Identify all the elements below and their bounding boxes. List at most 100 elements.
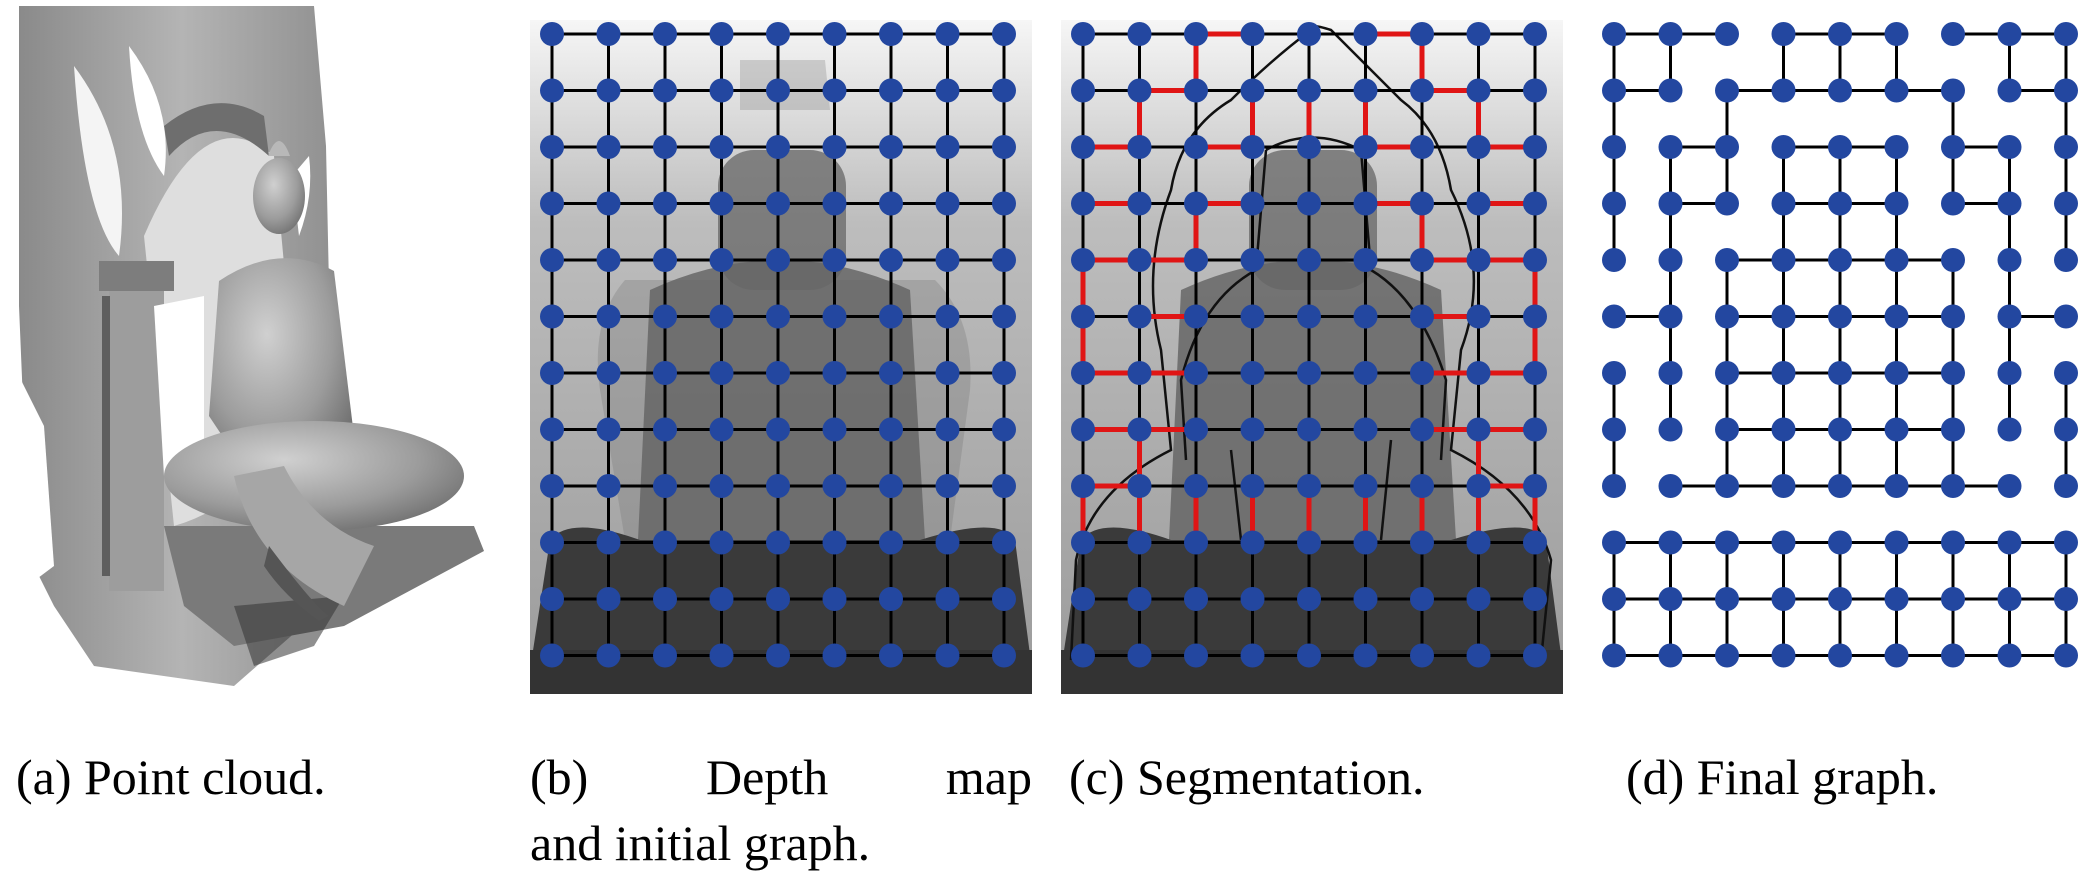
final-graph-node xyxy=(1602,78,1626,103)
initial-graph-node xyxy=(653,304,677,329)
final-graph-node xyxy=(2054,78,2078,103)
panel-depth-map xyxy=(530,20,1032,694)
segmentation-graph-node xyxy=(1353,530,1378,555)
final-graph-node xyxy=(1884,191,1909,216)
initial-graph-node xyxy=(596,643,621,668)
segmentation-graph-node xyxy=(1410,474,1434,498)
initial-graph-node xyxy=(653,474,677,498)
panel-point-cloud xyxy=(14,6,492,686)
initial-graph-node xyxy=(822,587,847,611)
segmentation-graph-node xyxy=(1127,191,1152,216)
final-graph-node xyxy=(1828,304,1852,329)
initial-graph-node xyxy=(540,474,564,498)
initial-graph-node xyxy=(822,530,847,555)
segmentation-graph-node xyxy=(1523,530,1547,555)
segmentation-graph-node xyxy=(1297,135,1321,159)
final-graph-node xyxy=(1884,474,1909,498)
initial-graph-node xyxy=(709,22,734,46)
segmentation-graph-node xyxy=(1466,248,1491,272)
segmentation-graph-node xyxy=(1353,304,1378,329)
segmentation-graph-node xyxy=(1127,587,1152,611)
initial-graph-node xyxy=(822,78,847,103)
segmentation-graph-node xyxy=(1240,135,1265,159)
final-graph-node xyxy=(1771,304,1796,329)
final-graph-node xyxy=(1941,643,1965,668)
segmentation-graph-node xyxy=(1127,248,1152,272)
segmentation-graph-node xyxy=(1466,417,1491,442)
initial-graph-node xyxy=(540,248,564,272)
segmentation-graph-node xyxy=(1184,361,1208,385)
final-graph-node xyxy=(2054,304,2078,329)
final-graph-node xyxy=(1771,417,1796,442)
final-graph-node xyxy=(2054,587,2078,611)
depth-map-graph xyxy=(530,20,1032,694)
initial-graph-node xyxy=(709,78,734,103)
final-graph-node xyxy=(1602,474,1626,498)
segmentation-graph-node xyxy=(1071,78,1095,103)
final-graph-node xyxy=(1602,361,1626,385)
final-graph-node xyxy=(1884,135,1909,159)
segmentation-graph-node xyxy=(1071,135,1095,159)
initial-graph-node xyxy=(653,191,677,216)
segmentation-graph-node xyxy=(1184,135,1208,159)
final-graph-node xyxy=(1997,587,2022,611)
initial-graph-node xyxy=(766,78,790,103)
initial-graph-node xyxy=(540,191,564,216)
final-graph-node xyxy=(1884,304,1909,329)
segmentation-graph-node xyxy=(1410,191,1434,216)
initial-graph-node xyxy=(766,191,790,216)
final-graph-node xyxy=(2054,135,2078,159)
segmentation-graph-node xyxy=(1523,135,1547,159)
final-graph-node xyxy=(1602,135,1626,159)
final-graph-node xyxy=(1715,135,1739,159)
initial-graph-node xyxy=(709,248,734,272)
initial-graph-node xyxy=(709,304,734,329)
final-graph-node xyxy=(1715,191,1739,216)
final-graph-node xyxy=(2054,361,2078,385)
initial-graph-node xyxy=(766,474,790,498)
segmentation-graph-node xyxy=(1353,643,1378,668)
initial-graph-node xyxy=(822,22,847,46)
final-graph-node xyxy=(1828,135,1852,159)
final-graph-node xyxy=(1828,643,1852,668)
final-graph-node xyxy=(1941,587,1965,611)
segmentation-graph-node xyxy=(1410,135,1434,159)
final-graph-node xyxy=(1658,22,1683,46)
segmentation-graph-node xyxy=(1353,78,1378,103)
initial-graph-node xyxy=(596,22,621,46)
initial-graph-node xyxy=(822,417,847,442)
final-graph-node xyxy=(1828,248,1852,272)
initial-graph-node xyxy=(540,304,564,329)
initial-graph-node xyxy=(709,417,734,442)
final-graph-node xyxy=(1884,587,1909,611)
initial-graph-node xyxy=(540,361,564,385)
final-graph-node xyxy=(1771,474,1796,498)
segmentation-graph-node xyxy=(1410,417,1434,442)
final-graph-node xyxy=(1658,417,1683,442)
final-graph-node xyxy=(1771,248,1796,272)
segmentation-graph-node xyxy=(1466,22,1491,46)
final-graph-node xyxy=(1771,135,1796,159)
final-graph-node xyxy=(1884,417,1909,442)
initial-graph-node xyxy=(596,304,621,329)
segmentation-graph-node xyxy=(1071,417,1095,442)
initial-graph-node xyxy=(596,191,621,216)
initial-graph-node xyxy=(766,361,790,385)
segmentation-graph-node xyxy=(1127,78,1152,103)
segmentation-graph-node xyxy=(1297,78,1321,103)
initial-graph-node xyxy=(992,474,1016,498)
initial-graph-node xyxy=(992,417,1016,442)
initial-graph-node xyxy=(653,530,677,555)
segmentation-graph-node xyxy=(1523,304,1547,329)
initial-graph-node xyxy=(653,248,677,272)
final-graph-node xyxy=(1828,191,1852,216)
final-graph-node xyxy=(1715,248,1739,272)
segmentation-graph-node xyxy=(1353,361,1378,385)
final-graph-node xyxy=(1997,417,2022,442)
final-graph-node xyxy=(2054,474,2078,498)
final-graph-node xyxy=(1941,248,1965,272)
segmentation-graph-node xyxy=(1353,135,1378,159)
final-graph-node xyxy=(1941,304,1965,329)
initial-graph-node xyxy=(992,587,1016,611)
final-graph-node xyxy=(1884,530,1909,555)
